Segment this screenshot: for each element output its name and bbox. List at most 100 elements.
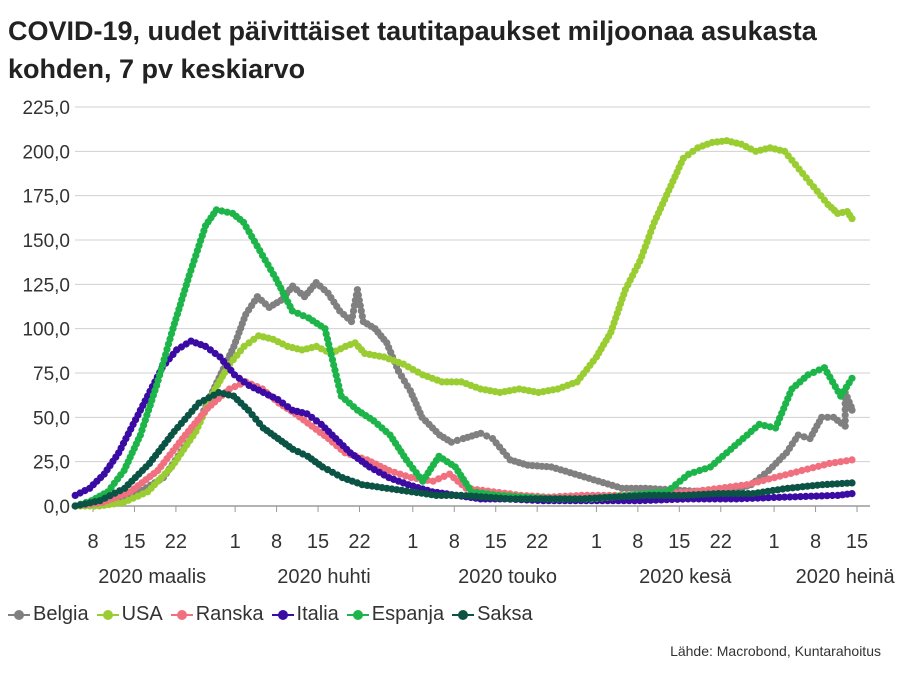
data-point — [848, 479, 856, 487]
data-point — [818, 413, 826, 421]
data-point — [452, 491, 460, 499]
source-note: Lähde: Macrobond, Kuntarahoitus — [670, 643, 881, 659]
x-tick-label: 22 — [348, 531, 370, 553]
data-point — [218, 207, 226, 215]
data-point — [385, 466, 393, 475]
x-tick-label: 8 — [87, 531, 98, 553]
y-tick-label: 75,0 — [33, 364, 70, 385]
legend-label: Espanja — [371, 603, 445, 625]
data-point — [764, 494, 773, 502]
data-point — [357, 307, 365, 315]
data-point — [824, 413, 832, 421]
x-tick-label: 15 — [123, 531, 145, 553]
data-point — [231, 383, 239, 391]
data-point — [690, 468, 698, 476]
legend-label: Italia — [296, 603, 339, 625]
data-point — [754, 494, 762, 502]
data-point — [804, 371, 812, 379]
data-point — [781, 493, 789, 501]
x-tick-label: 15 — [307, 531, 329, 553]
data-point — [442, 491, 450, 499]
data-point — [299, 312, 307, 320]
data-point — [848, 215, 856, 223]
data-point — [429, 477, 437, 485]
data-point — [349, 307, 358, 315]
axes — [75, 505, 870, 512]
series-group — [71, 137, 856, 510]
data-point — [526, 495, 535, 503]
data-point — [781, 471, 790, 479]
series-line — [75, 281, 853, 507]
data-point — [556, 495, 564, 503]
data-point — [810, 368, 818, 376]
data-point — [809, 464, 817, 472]
data-point — [726, 483, 735, 491]
y-tick-label: 225,0 — [22, 98, 70, 119]
data-point — [447, 438, 455, 446]
data-point — [477, 429, 485, 437]
data-point — [818, 492, 826, 500]
data-point — [841, 417, 849, 425]
x-tick-label: 8 — [810, 531, 821, 553]
legend-item-italia: Italia — [271, 603, 339, 626]
data-point — [848, 374, 856, 382]
data-point — [516, 495, 525, 503]
legend-item-belgia: Belgia — [8, 603, 89, 626]
legend-item-saksa: Saksa — [452, 603, 533, 626]
x-tick-label: 8 — [271, 531, 282, 553]
x-month-label: 2020 touko — [458, 566, 557, 588]
data-point — [507, 495, 515, 503]
legend-swatch — [170, 608, 193, 622]
data-point — [390, 468, 399, 476]
data-point — [440, 472, 448, 480]
data-point — [759, 476, 768, 485]
x-tick-label: 1 — [591, 531, 602, 553]
series-usa — [71, 137, 856, 510]
data-point — [848, 490, 856, 498]
data-point — [546, 495, 554, 503]
data-point — [402, 472, 410, 480]
data-point — [696, 466, 704, 475]
data-point — [770, 493, 778, 502]
data-point — [848, 406, 856, 414]
y-tick-label: 150,0 — [22, 231, 70, 252]
data-point — [223, 208, 231, 216]
x-tick-label: 15 — [846, 531, 868, 553]
x-tick-label: 22 — [710, 531, 732, 553]
x-tick-label: 22 — [526, 531, 548, 553]
data-point — [755, 420, 763, 428]
legend-swatch — [96, 608, 119, 622]
data-point — [294, 309, 302, 317]
data-point — [802, 492, 810, 500]
data-point — [820, 461, 828, 469]
legend-swatch — [452, 608, 475, 622]
x-month-label: 2020 kesä — [639, 566, 732, 588]
x-tick-label: 15 — [485, 531, 507, 553]
legend-label: Saksa — [477, 603, 533, 625]
data-point — [435, 475, 443, 483]
data-point — [670, 491, 678, 499]
data-point — [743, 481, 751, 489]
legend-item-ranska: Ranska — [170, 603, 264, 626]
data-point — [754, 478, 762, 486]
x-tick-label: 8 — [632, 531, 643, 553]
data-point — [719, 490, 728, 498]
data-point — [798, 466, 806, 475]
legend-label: Belgia — [33, 603, 89, 625]
data-point — [715, 484, 724, 492]
axis-labels: 0,0 25,0 50,0 75,0 100,0 125,0 150,0 175,0 200,0… — [22, 98, 895, 588]
x-tick-label: 22 — [165, 531, 187, 553]
data-point — [660, 491, 668, 499]
data-point — [807, 492, 815, 500]
x-tick-label: 1 — [769, 531, 780, 553]
data-point — [737, 481, 746, 489]
data-point — [842, 457, 851, 465]
y-tick-label: 200,0 — [22, 142, 70, 163]
data-point — [536, 495, 544, 503]
data-point — [841, 422, 849, 430]
data-point — [566, 495, 574, 503]
data-point — [348, 312, 357, 320]
data-point — [794, 431, 802, 439]
data-point — [759, 494, 767, 502]
data-point — [483, 432, 491, 440]
